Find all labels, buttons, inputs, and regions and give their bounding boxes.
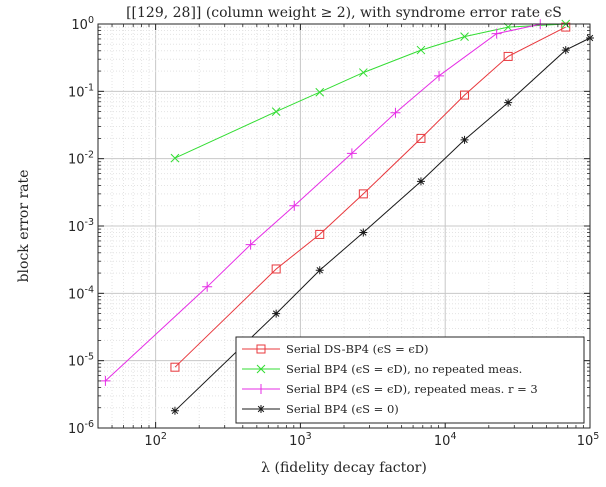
legend-box — [235, 336, 585, 424]
series-line — [174, 26, 566, 368]
x-tick-label: 104 — [434, 431, 457, 449]
square-marker — [256, 344, 266, 354]
axis-ticks: 102 103 104 105 10-6 10-5 10-4 10-3 10-2 10-1 100 — [68, 15, 599, 449]
plus-marker — [202, 281, 213, 292]
legend-entry: Serial BP4 (ϵS = 0) — [242, 402, 399, 416]
square-marker — [416, 133, 426, 143]
y-axis-label: block error rate — [16, 170, 32, 283]
square-marker — [358, 189, 368, 199]
plus-marker — [434, 70, 445, 81]
y-tick-label: 10-2 — [68, 150, 94, 168]
asterisk-marker — [416, 177, 425, 186]
x-tick-label: 103 — [289, 431, 312, 449]
legend-entry: Serial DS-BP4 (ϵS = ϵD) — [242, 342, 429, 356]
legend: Serial DS-BP4 (ϵS = ϵD) Serial BP4 (ϵS = … — [235, 336, 585, 424]
asterisk-marker — [170, 406, 179, 415]
legend-entry: Serial BP4 (ϵS = ϵD), repeated meas. r =… — [242, 382, 538, 396]
y-tick-label: 10-4 — [68, 284, 94, 302]
plus-marker — [100, 375, 111, 386]
x-marker — [271, 107, 281, 116]
asterisk-marker — [315, 266, 324, 275]
plus-marker — [289, 200, 300, 211]
series-line — [105, 23, 541, 382]
y-tick-label: 10-5 — [68, 352, 94, 370]
x-marker — [256, 364, 266, 374]
square-marker — [170, 362, 180, 372]
legend-entry: Serial BP4 (ϵS = ϵD), no repeated meas. — [242, 362, 522, 376]
asterisk-marker — [561, 46, 570, 55]
plus-marker — [245, 239, 256, 250]
chart-title: [[129, 28]] (column weight ≥ 2), with sy… — [126, 5, 562, 21]
y-tick-label: 10-6 — [68, 419, 94, 437]
plus-marker — [491, 28, 502, 39]
square-marker — [460, 90, 470, 100]
x-tick-label: 102 — [144, 431, 167, 449]
legend-label: Serial BP4 (ϵS = 0) — [286, 402, 399, 416]
series-2 — [170, 19, 571, 163]
y-tick-label: 100 — [71, 15, 94, 33]
asterisk-marker — [272, 309, 281, 318]
x-marker — [416, 45, 426, 55]
x-marker — [460, 32, 469, 41]
y-tick-label: 10-3 — [68, 217, 94, 235]
legend-label: Serial DS-BP4 (ϵS = ϵD) — [286, 342, 429, 356]
x-axis-label: λ (fidelity decay factor) — [261, 460, 427, 476]
legend-label: Serial BP4 (ϵS = ϵD), repeated meas. r =… — [286, 382, 538, 396]
asterisk-marker — [460, 135, 469, 144]
x-marker — [170, 153, 180, 163]
square-marker — [315, 229, 325, 239]
asterisk-marker — [504, 98, 513, 107]
series-3 — [100, 19, 546, 386]
square-marker — [271, 264, 281, 274]
plus-marker — [346, 148, 357, 159]
asterisk-marker — [359, 228, 368, 237]
x-marker — [358, 68, 368, 77]
x-tick-label: 105 — [577, 431, 600, 449]
legend-label: Serial BP4 (ϵS = ϵD), no repeated meas. — [286, 362, 522, 376]
plus-marker — [390, 107, 401, 118]
y-tick-label: 10-1 — [68, 82, 94, 100]
x-marker — [315, 87, 325, 97]
series-line — [174, 23, 566, 159]
plus-marker — [256, 384, 266, 394]
square-marker — [561, 22, 571, 32]
square-marker — [503, 51, 513, 61]
asterisk-marker — [257, 405, 265, 413]
series-1 — [170, 22, 571, 372]
